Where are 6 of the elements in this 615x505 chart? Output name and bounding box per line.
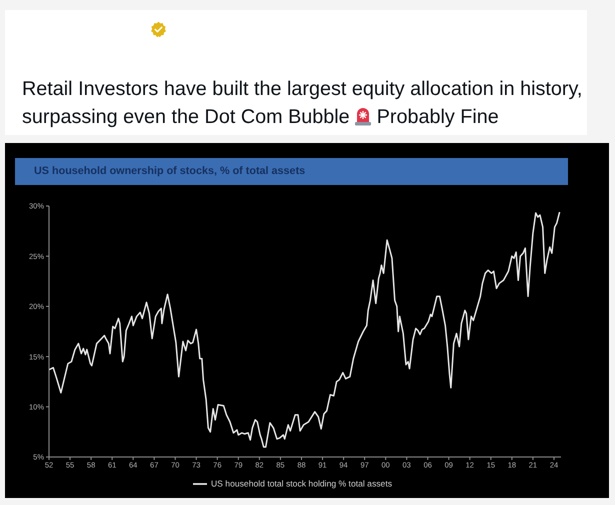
text: Retail Investors have built the largest equity allocation in history, — [22, 78, 582, 100]
text: surpassing even the Dot Com Bubble — [22, 106, 350, 128]
line-series — [49, 211, 560, 448]
chart-title: US household ownership of stocks, % of total assets — [15, 158, 568, 185]
legend-label: US household total stock holding % total assets — [210, 478, 392, 488]
text: Probably Fine — [376, 106, 499, 128]
